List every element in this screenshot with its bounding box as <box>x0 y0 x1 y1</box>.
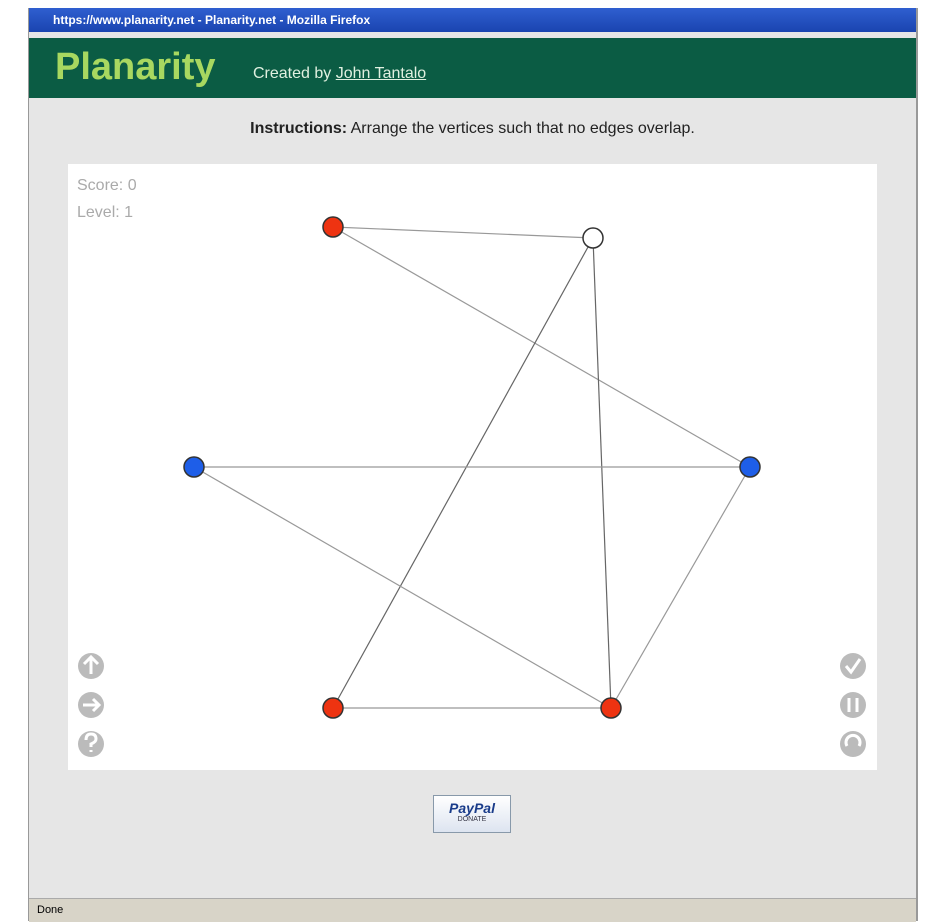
instructions: Instructions: Arrange the vertices such … <box>29 120 916 138</box>
instructions-text: Arrange the vertices such that no edges … <box>350 120 695 137</box>
vertex[interactable] <box>600 697 622 719</box>
icon <box>847 698 859 712</box>
icon <box>83 697 102 713</box>
graph <box>78 216 866 757</box>
icon <box>844 658 862 675</box>
game-board[interactable]: Score: 0 Level: 1 <box>68 164 877 770</box>
edges <box>193 226 751 709</box>
check-button[interactable] <box>840 653 866 679</box>
pause-button[interactable] <box>840 692 866 718</box>
status-text: Done <box>37 904 64 916</box>
vertex[interactable] <box>322 216 344 238</box>
icon <box>82 654 100 674</box>
vertex[interactable] <box>582 227 604 249</box>
instructions-label: Instructions: <box>250 120 348 137</box>
title-bar: https://www.planarity.net - Planarity.ne… <box>29 8 916 32</box>
edge <box>610 466 751 709</box>
credit: Created by John Tantalo <box>253 65 426 83</box>
donate-button[interactable]: PayPal DONATE <box>433 795 511 833</box>
paypal-brand: PayPal <box>449 800 495 816</box>
credit-text: Created by <box>253 65 332 82</box>
score: Score: 0 <box>77 177 137 194</box>
site-title: Planarity <box>55 46 216 88</box>
browser-window: https://www.planarity.net - Planarity.ne… <box>28 8 918 922</box>
edge <box>332 226 594 239</box>
window-title: https://www.planarity.net - Planarity.ne… <box>53 13 371 27</box>
edge <box>332 237 594 709</box>
site-header: Planarity Created by John Tantalo <box>29 38 916 98</box>
edge <box>592 237 612 709</box>
vertex[interactable] <box>322 697 344 719</box>
edge <box>332 226 751 468</box>
donate-label: DONATE <box>457 816 487 823</box>
vertex[interactable] <box>183 456 205 478</box>
icon <box>844 733 862 747</box>
level: Level: 1 <box>77 204 134 221</box>
vertex[interactable] <box>739 456 761 478</box>
edge <box>193 466 612 709</box>
icon <box>84 732 98 752</box>
author-link[interactable]: John Tantalo <box>335 65 427 82</box>
status-bar: Done <box>29 898 916 922</box>
